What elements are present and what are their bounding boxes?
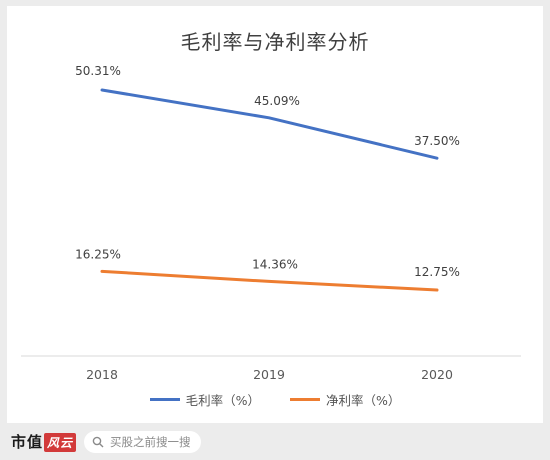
series-line-0 [100, 88, 439, 160]
chart-title: 毛利率与净利率分析 [180, 30, 370, 54]
footer-bar: 市值 风云 买股之前搜一搜 [0, 423, 550, 460]
chart-card: 毛利率与净利率分析 2018 2019 2020 50.31% 45.09% 37.50%… [7, 6, 543, 423]
legend-swatch-gross-margin [149, 398, 180, 401]
line-chart: 2018 2019 2020 50.31% 45.09% 37.50% 16.25% 14.3… [21, 64, 521, 382]
brand-text: 市值 [11, 433, 44, 451]
search-icon [92, 436, 104, 447]
data-label: 45.09% [254, 94, 300, 108]
data-label: 12.75% [414, 265, 460, 279]
search-box[interactable]: 买股之前搜一搜 [84, 430, 201, 453]
legend-label-gross-margin: 毛利率（%） [185, 393, 260, 408]
x-tick-label: 2019 [253, 367, 285, 382]
x-tick-label: 2020 [421, 367, 453, 382]
legend-swatch-net-margin [290, 398, 320, 401]
search-placeholder: 买股之前搜一搜 [110, 434, 191, 449]
legend-item-net-margin: 净利率（%） [290, 390, 400, 409]
chart-legend: 毛利率（%） 净利率（%） [7, 390, 543, 409]
data-label: 16.25% [75, 247, 121, 261]
data-label: 50.31% [75, 64, 121, 78]
x-tick-label: 2018 [86, 367, 118, 382]
legend-label-net-margin: 净利率（%） [326, 393, 401, 408]
data-label: 37.50% [414, 134, 460, 148]
brand-logo: 市值 风云 [11, 431, 77, 452]
series-line-1 [100, 269, 439, 292]
brand-mark: 风云 [44, 433, 77, 452]
data-label: 14.36% [252, 257, 298, 271]
legend-item-gross-margin: 毛利率（%） [149, 390, 260, 409]
